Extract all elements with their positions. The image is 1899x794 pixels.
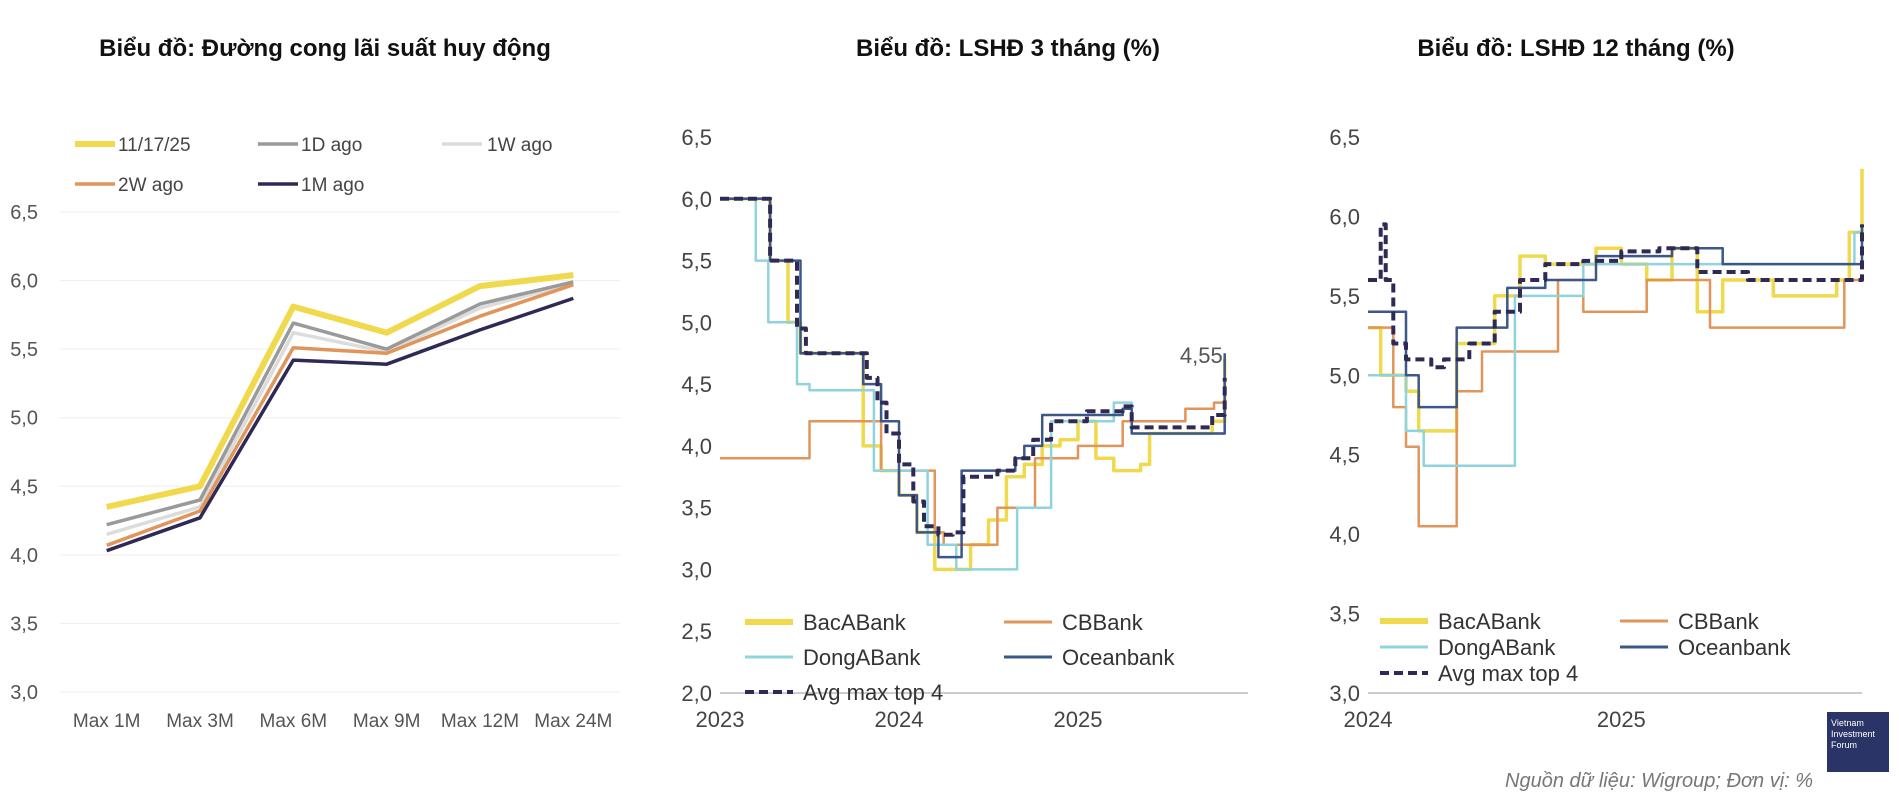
series-line-cbbank xyxy=(1368,278,1862,528)
logo-line-3: Forum xyxy=(1831,740,1858,750)
y-tick-label: 5,5 xyxy=(681,249,712,274)
y-tick-label: 6,5 xyxy=(681,125,712,150)
legend-label: 1D ago xyxy=(301,135,362,156)
y-tick-label: 4,0 xyxy=(10,545,38,567)
series-line-1w-ago xyxy=(106,281,574,536)
vif-logo: Vietnam Investment Forum xyxy=(1827,712,1889,772)
chart-3-month-rate: Biểu đồ: LSHĐ 3 tháng (%) 2,0 2,5 3,0 3,5 4,0… xyxy=(681,35,1248,732)
y-tick-label: 4,0 xyxy=(681,434,712,459)
x-tick-label: 2025 xyxy=(1597,707,1646,732)
y-tick-label: 3,0 xyxy=(1329,681,1360,706)
last-value-annotation: 4,55 xyxy=(1180,343,1223,368)
legend-label: CBBank xyxy=(1678,609,1760,634)
y-tick-label: 6,5 xyxy=(10,202,38,224)
x-tick-label: 2024 xyxy=(875,707,924,732)
series-line-oceanbank xyxy=(1368,224,1864,409)
y-tick-label: 3,5 xyxy=(681,496,712,521)
legend-label: BacABank xyxy=(803,610,907,635)
x-tick-label: Max 24M xyxy=(534,711,612,732)
chart-title: Biểu đồ: Đường cong lãi suất huy động xyxy=(99,35,551,62)
y-tick-label: 3,0 xyxy=(681,557,712,582)
y-tick-label: 6,0 xyxy=(681,187,712,212)
series-line-avg-max-top-4 xyxy=(1368,222,1864,370)
x-tick-label: 2023 xyxy=(696,707,745,732)
legend-label: CBBank xyxy=(1062,610,1144,635)
series-line-cbbank xyxy=(720,401,1225,546)
series-line-11-17-25 xyxy=(106,272,574,510)
logo-line-2: Investment xyxy=(1831,729,1876,739)
x-tick-label: 2024 xyxy=(1344,707,1393,732)
legend-label: Avg max top 4 xyxy=(803,680,943,705)
x-tick-label: Max 3M xyxy=(166,711,234,732)
series-line-avg-max-top-4 xyxy=(720,196,1227,537)
y-tick-label: 4,5 xyxy=(681,372,712,397)
chart-12-month-rate: Biểu đồ: LSHĐ 12 tháng (%) 3,0 3,5 4,0 4,5 5,… xyxy=(1329,35,1864,732)
y-tick-label: 3,5 xyxy=(1329,602,1360,627)
source-footnote: Nguồn dữ liệu: Wigroup; Đơn vị: % xyxy=(1505,770,1814,792)
series-line-bacabank xyxy=(720,197,1227,572)
series-line-dongabank xyxy=(720,197,1225,571)
series-line-1d-ago xyxy=(106,280,574,527)
legend-label: DongABank xyxy=(803,645,921,670)
y-tick-label: 5,0 xyxy=(681,310,712,335)
chart-title: Biểu đồ: LSHĐ 3 tháng (%) xyxy=(856,35,1160,62)
legend-label: Avg max top 4 xyxy=(1438,661,1578,686)
series-line-bacabank xyxy=(1368,168,1864,433)
legend-label: 1W ago xyxy=(487,135,552,156)
y-tick-label: 5,0 xyxy=(10,408,38,430)
legend-label: Oceanbank xyxy=(1678,635,1792,660)
series-line-oceanbank xyxy=(720,197,1226,559)
series-line-2w-ago xyxy=(106,283,574,547)
x-tick-label: Max 9M xyxy=(353,711,421,732)
legend-label: 2W ago xyxy=(118,175,183,196)
y-tick-label: 3,0 xyxy=(10,682,38,704)
y-tick-label: 6,5 xyxy=(1329,125,1360,150)
chart-yield-curve: Biểu đồ: Đường cong lãi suất huy động 3,0… xyxy=(10,35,620,732)
series-line-1m-ago xyxy=(106,296,574,553)
y-tick-label: 4,0 xyxy=(1329,522,1360,547)
legend-label: DongABank xyxy=(1438,635,1556,660)
y-tick-label: 5,5 xyxy=(10,339,38,361)
y-tick-label: 5,5 xyxy=(1329,284,1360,309)
x-tick-label: Max 12M xyxy=(441,711,519,732)
chart-title: Biểu đồ: LSHĐ 12 tháng (%) xyxy=(1417,35,1734,62)
legend-label: Oceanbank xyxy=(1062,645,1176,670)
y-tick-label: 2,5 xyxy=(681,619,712,644)
y-tick-label: 3,5 xyxy=(10,613,38,635)
y-tick-label: 4,5 xyxy=(1329,443,1360,468)
y-tick-label: 5,0 xyxy=(1329,363,1360,388)
x-tick-label: Max 6M xyxy=(260,711,328,732)
legend-label: 1M ago xyxy=(301,175,364,196)
y-tick-label: 6,0 xyxy=(10,271,38,293)
y-tick-label: 4,5 xyxy=(10,476,38,498)
x-tick-label: 2025 xyxy=(1053,707,1102,732)
logo-line-1: Vietnam xyxy=(1831,718,1864,728)
x-tick-label: Max 1M xyxy=(73,711,141,732)
legend-label: 11/17/25 xyxy=(118,135,191,156)
y-tick-label: 6,0 xyxy=(1329,204,1360,229)
y-tick-label: 2,0 xyxy=(681,681,712,706)
legend-label: BacABank xyxy=(1438,609,1542,634)
